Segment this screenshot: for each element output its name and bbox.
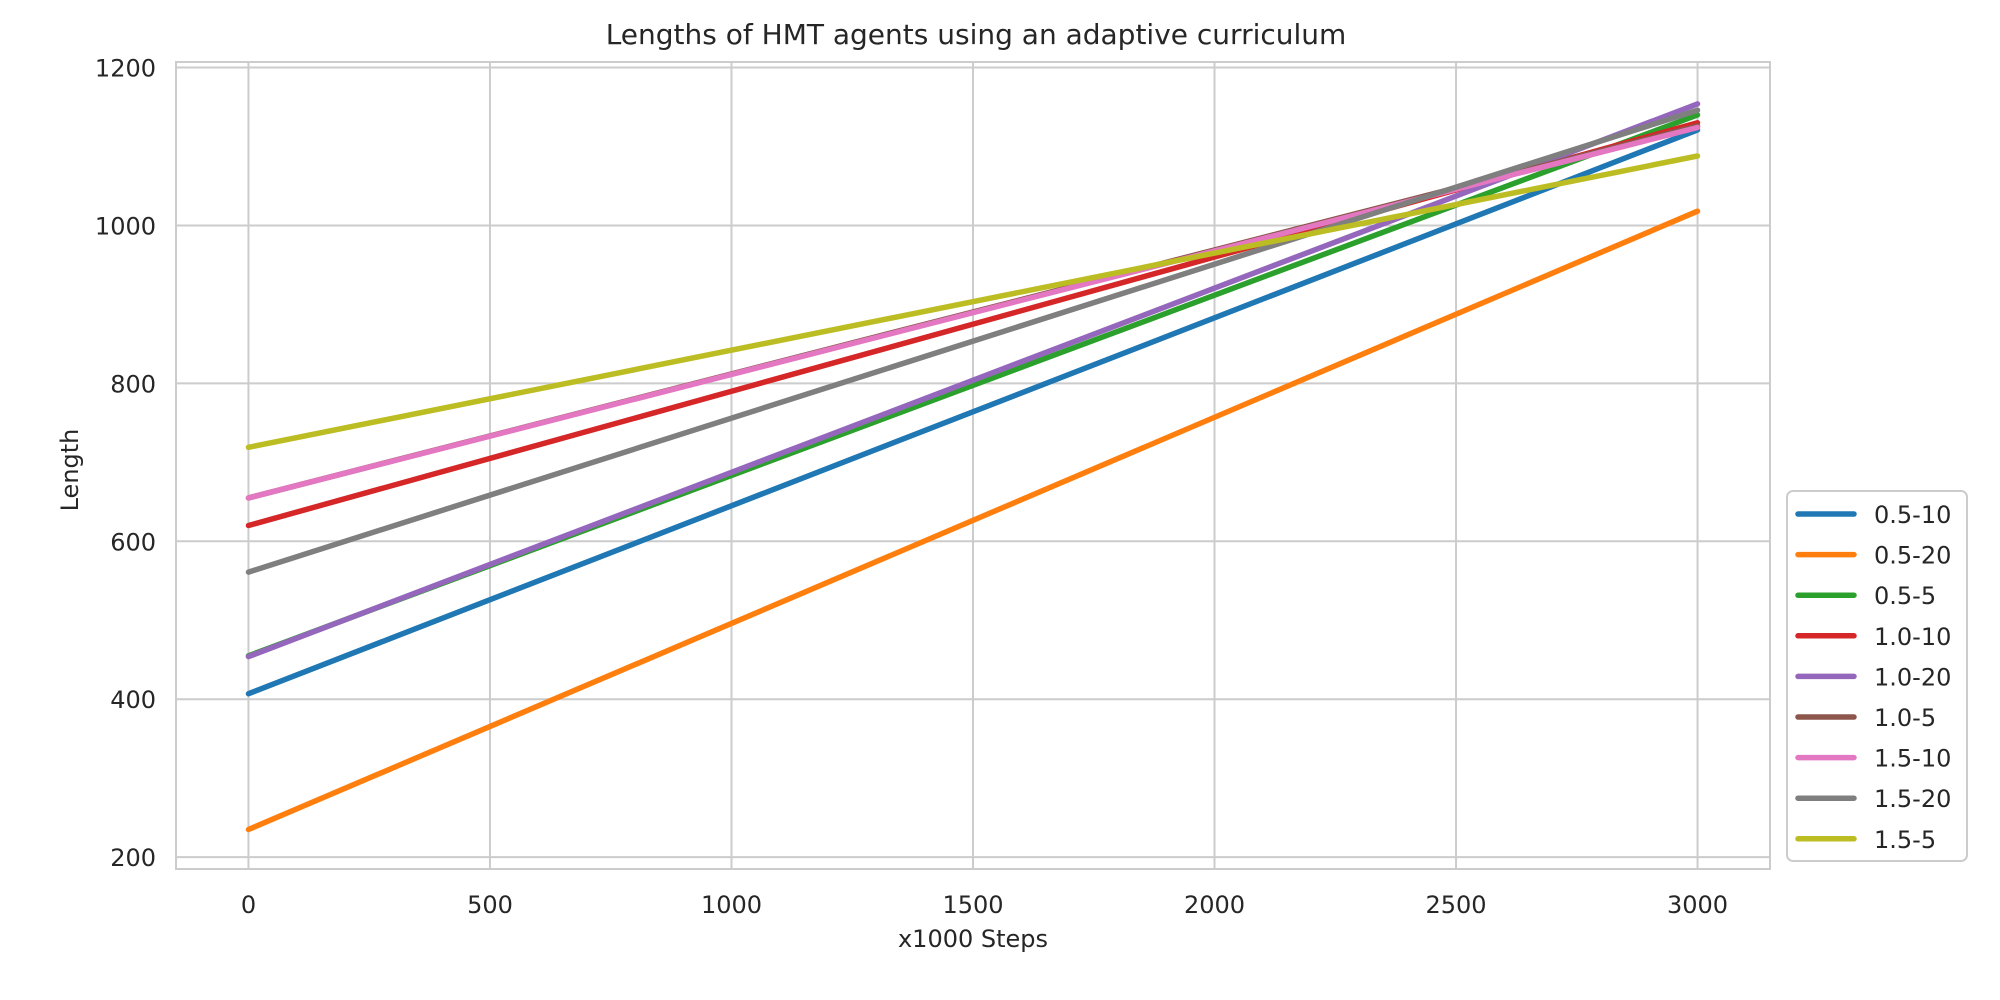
- legend-label: 1.5-5: [1874, 826, 1936, 854]
- series-line-1.0-20: [245, 101, 1701, 660]
- x-tick-label: 0: [241, 891, 256, 919]
- x-tick-label: 1000: [701, 891, 762, 919]
- x-tick-label: 1500: [942, 891, 1003, 919]
- x-tick-label: 2500: [1425, 891, 1486, 919]
- legend-label: 1.0-10: [1874, 623, 1951, 651]
- y-tick-label: 800: [110, 370, 156, 398]
- x-tick-label: 3000: [1667, 891, 1728, 919]
- legend-label: 0.5-5: [1874, 582, 1936, 610]
- legend-label: 0.5-10: [1874, 501, 1951, 529]
- y-tick-label: 1000: [95, 212, 156, 240]
- legend-box: [1786, 490, 1968, 862]
- plot-frame: [175, 61, 1771, 870]
- legend-label: 0.5-20: [1874, 542, 1951, 570]
- y-axis-label: Length: [56, 429, 84, 512]
- y-tick-label: 1200: [95, 55, 156, 83]
- y-tick-label: 200: [110, 844, 156, 872]
- x-tick-label: 2000: [1184, 891, 1245, 919]
- legend-label: 1.0-20: [1874, 663, 1951, 691]
- series-line-1.5-20: [245, 107, 1701, 575]
- series-line-0.5-20: [245, 208, 1701, 833]
- grid: [176, 62, 1770, 869]
- legend-label: 1.5-20: [1874, 785, 1951, 813]
- x-axis-label: x1000 Steps: [898, 925, 1048, 953]
- series-lines: [245, 101, 1701, 833]
- x-tick-label: 500: [467, 891, 513, 919]
- y-tick-labels: 200 400 600 800 1000 1200: [95, 55, 156, 873]
- series-line-1.5-5: [245, 153, 1701, 451]
- chart-title: Lengths of HMT agents using an adaptive …: [606, 18, 1347, 51]
- series-line-0.5-10: [245, 127, 1701, 697]
- legend-label: 1.0-5: [1874, 704, 1936, 732]
- y-tick-label: 600: [110, 528, 156, 556]
- legend-label: 1.5-10: [1874, 745, 1951, 773]
- legend: 0.5-10 0.5-20 0.5-5 1.0-10 1.0-20 1.0-5 1.5-10…: [1786, 490, 1968, 862]
- y-tick-label: 400: [110, 686, 156, 714]
- x-tick-labels: 0 500 1000 1500 2000 2500 3000: [241, 891, 1728, 919]
